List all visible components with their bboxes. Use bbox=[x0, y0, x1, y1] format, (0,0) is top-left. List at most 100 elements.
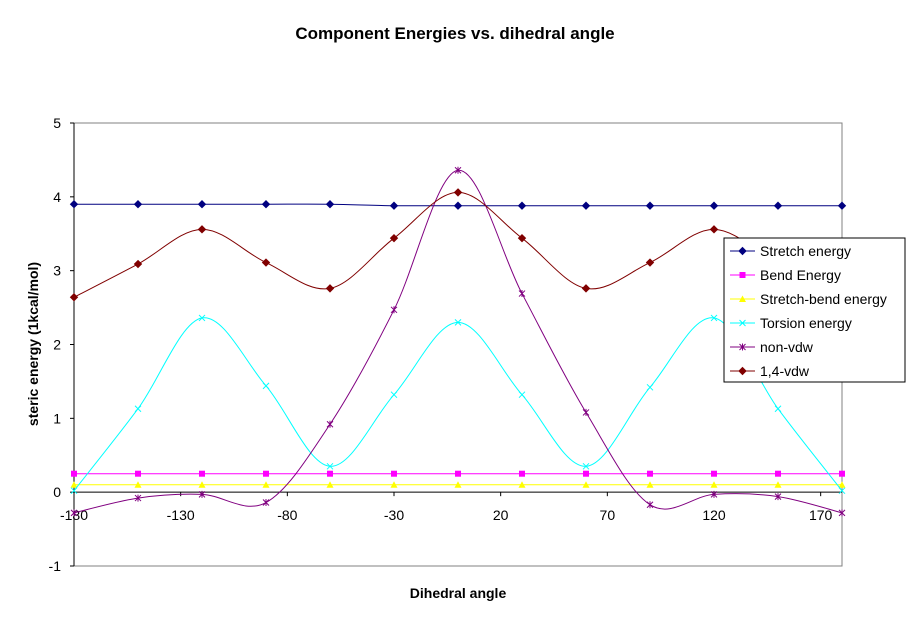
data-point bbox=[327, 470, 333, 477]
data-point bbox=[325, 200, 335, 209]
data-point bbox=[326, 462, 334, 470]
data-point bbox=[582, 481, 590, 488]
data-point bbox=[134, 481, 142, 488]
data-point bbox=[581, 284, 591, 293]
data-point bbox=[389, 233, 399, 243]
data-point bbox=[389, 201, 399, 210]
data-point bbox=[518, 481, 526, 488]
data-point bbox=[454, 318, 462, 326]
data-point bbox=[581, 201, 591, 210]
data-point bbox=[646, 383, 654, 391]
x-tick-label: 120 bbox=[702, 507, 726, 523]
x-tick-label: 70 bbox=[600, 507, 616, 523]
data-point bbox=[838, 481, 846, 488]
data-point bbox=[837, 201, 847, 210]
legend-box bbox=[723, 237, 906, 383]
data-point bbox=[198, 314, 206, 322]
y-tick-label: 3 bbox=[53, 263, 61, 279]
data-point bbox=[134, 494, 142, 502]
data-point bbox=[455, 470, 461, 477]
data-point bbox=[838, 487, 846, 495]
x-axis-title: Dihedral angle bbox=[410, 585, 507, 601]
data-point bbox=[390, 481, 398, 488]
data-point bbox=[709, 201, 719, 210]
y-tick-label: 1 bbox=[53, 410, 61, 426]
data-point bbox=[262, 499, 270, 507]
data-point bbox=[390, 391, 398, 399]
data-point bbox=[261, 258, 271, 267]
x-axis-ticks: -180 -130 -80 -30 20 70 120 170 bbox=[60, 492, 833, 523]
data-point bbox=[197, 225, 207, 234]
data-point bbox=[454, 166, 462, 174]
data-point bbox=[454, 481, 462, 488]
data-point bbox=[775, 470, 781, 477]
data-point bbox=[582, 408, 590, 416]
data-point bbox=[263, 470, 269, 477]
data-point bbox=[326, 481, 334, 488]
data-point bbox=[582, 462, 590, 470]
series-1 bbox=[71, 470, 845, 477]
series-4 bbox=[70, 166, 846, 517]
data-point bbox=[199, 470, 205, 477]
data-point bbox=[710, 314, 718, 322]
legend-label: 1,4-vdw bbox=[760, 363, 810, 379]
series-0 bbox=[69, 200, 847, 210]
legend-label: Stretch energy bbox=[760, 243, 851, 259]
data-point bbox=[518, 391, 526, 399]
data-point bbox=[390, 306, 398, 314]
data-point bbox=[710, 481, 718, 488]
y-tick-label: -1 bbox=[49, 558, 62, 574]
legend-label: Stretch-bend energy bbox=[760, 291, 887, 307]
legend-label: Bend Energy bbox=[760, 267, 841, 283]
data-point bbox=[583, 470, 589, 477]
data-point bbox=[70, 509, 78, 517]
y-axis-ticks: -1 0 1 2 3 4 5 bbox=[49, 115, 74, 574]
data-point bbox=[517, 233, 527, 243]
data-point bbox=[391, 470, 397, 477]
data-point bbox=[69, 200, 79, 209]
data-point bbox=[645, 258, 655, 267]
data-point bbox=[774, 481, 782, 488]
data-point bbox=[325, 284, 335, 293]
data-point bbox=[71, 470, 77, 477]
data-point bbox=[70, 481, 78, 488]
data-point bbox=[197, 200, 207, 209]
data-point bbox=[453, 201, 463, 210]
data-point bbox=[645, 201, 655, 210]
data-point bbox=[647, 470, 653, 477]
data-point bbox=[839, 470, 845, 477]
y-axis-title: steric energy (1kcal/mol) bbox=[25, 262, 41, 426]
legend-marker bbox=[739, 319, 746, 327]
series-layer bbox=[69, 166, 847, 517]
data-point bbox=[261, 200, 271, 209]
legend-label: Torsion energy bbox=[760, 315, 852, 331]
data-point bbox=[262, 382, 270, 390]
x-tick-label: -80 bbox=[277, 507, 297, 523]
legend-marker bbox=[738, 366, 747, 376]
data-point bbox=[774, 405, 782, 413]
data-point bbox=[69, 293, 79, 302]
legend-marker bbox=[739, 272, 746, 278]
y-tick-label: 4 bbox=[53, 189, 61, 205]
x-tick-label: -30 bbox=[384, 507, 404, 523]
data-point bbox=[198, 481, 206, 488]
data-point bbox=[133, 259, 143, 269]
legend-marker bbox=[739, 343, 746, 351]
data-point bbox=[773, 201, 783, 210]
x-tick-label: -130 bbox=[167, 507, 195, 523]
data-point bbox=[774, 493, 782, 501]
data-point bbox=[198, 490, 206, 498]
data-point bbox=[711, 470, 717, 477]
data-point bbox=[646, 501, 654, 509]
data-point bbox=[262, 481, 270, 488]
legend-marker bbox=[739, 295, 746, 302]
data-point bbox=[838, 509, 846, 517]
legend-label: non-vdw bbox=[760, 339, 814, 355]
x-tick-label: 170 bbox=[809, 507, 833, 523]
y-tick-label: 5 bbox=[53, 115, 61, 131]
legend: Stretch energy Bend Energy Stretch-bend en… bbox=[723, 237, 906, 383]
y-tick-label: 0 bbox=[53, 484, 61, 500]
data-point bbox=[134, 405, 142, 413]
data-point bbox=[453, 188, 463, 197]
